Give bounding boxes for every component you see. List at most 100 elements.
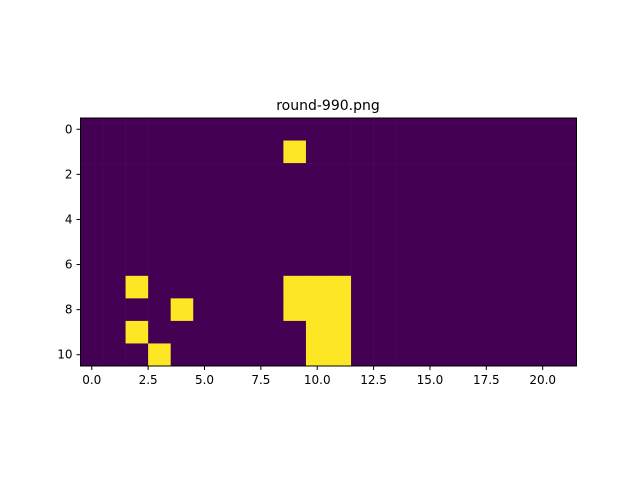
y-tick-label: 6 xyxy=(65,258,73,272)
heatmap-cell xyxy=(238,185,262,209)
heatmap-cell xyxy=(373,140,397,164)
heatmap-cell xyxy=(103,185,126,209)
heatmap-cell xyxy=(418,208,442,232)
heatmap-cell xyxy=(125,298,149,322)
heatmap-cell xyxy=(486,163,510,186)
heatmap-cell xyxy=(373,253,397,277)
heatmap-cell xyxy=(351,275,374,299)
heatmap-cell xyxy=(305,163,329,186)
heatmap-cell xyxy=(463,298,487,322)
heatmap-cell xyxy=(531,118,555,141)
heatmap-cell xyxy=(283,118,307,141)
heatmap-cell xyxy=(486,208,510,232)
heatmap-cell xyxy=(193,208,217,232)
heatmap-cell xyxy=(351,118,374,141)
heatmap-cell xyxy=(463,118,487,141)
heatmap-cell xyxy=(351,298,374,322)
y-axis: 0 2 4 6 8 10 xyxy=(57,122,81,362)
heatmap-cell xyxy=(283,185,307,209)
heatmap-cell xyxy=(170,185,194,209)
heatmap-cell xyxy=(486,343,510,367)
heatmap-cell xyxy=(531,298,555,322)
heatmap-cell xyxy=(508,320,532,344)
heatmap-cell xyxy=(396,140,419,164)
heatmap-cell xyxy=(328,185,352,209)
heatmap-cell xyxy=(125,163,149,186)
heatmap-cell xyxy=(486,298,510,322)
heatmap-cell xyxy=(305,320,329,344)
heatmap-cell xyxy=(531,163,555,186)
heatmap-cell xyxy=(260,253,284,277)
plot-frame xyxy=(80,117,577,367)
heatmap-cell xyxy=(441,163,465,186)
heatmap-cell xyxy=(125,140,149,164)
heatmap-cell xyxy=(305,185,329,209)
heatmap-cell xyxy=(260,208,284,232)
heatmap-cell xyxy=(103,118,126,141)
heatmap-cell xyxy=(508,230,532,254)
heatmap-cell xyxy=(170,320,194,344)
heatmap-cell xyxy=(148,298,171,322)
heatmap-cell xyxy=(531,230,555,254)
heatmap-cell xyxy=(441,275,465,299)
chart-title: round-990.png xyxy=(276,98,380,114)
heatmap-cell xyxy=(103,343,126,367)
heatmap-cell xyxy=(553,163,577,186)
heatmap-cell xyxy=(328,298,352,322)
heatmap-cell xyxy=(148,118,171,141)
y-tick-label: 0 xyxy=(65,122,73,136)
heatmap-cell xyxy=(260,320,284,344)
heatmap-cell xyxy=(215,118,239,141)
heatmap-cell xyxy=(486,140,510,164)
heatmap-cell xyxy=(283,163,307,186)
heatmap-cell xyxy=(508,253,532,277)
heatmap-cell xyxy=(351,230,374,254)
heatmap-cell xyxy=(148,320,171,344)
heatmap-cell xyxy=(170,118,194,141)
heatmap-cell xyxy=(463,185,487,209)
heatmap-cell xyxy=(305,253,329,277)
heatmap-cell xyxy=(80,230,104,254)
heatmap-cell xyxy=(305,208,329,232)
heatmap-cell xyxy=(441,298,465,322)
heatmap-cell xyxy=(238,230,262,254)
heatmap-cell xyxy=(396,230,419,254)
heatmap-cell xyxy=(553,230,577,254)
heatmap-cell xyxy=(531,320,555,344)
heatmap-cell xyxy=(148,343,171,367)
heatmap-cell xyxy=(148,185,171,209)
heatmap-cell xyxy=(305,343,329,367)
heatmap-cell xyxy=(80,140,104,164)
heatmap-cell xyxy=(373,230,397,254)
heatmap-cell xyxy=(351,140,374,164)
heatmap-cell xyxy=(283,230,307,254)
heatmap-cell xyxy=(80,118,104,141)
heatmap-cell xyxy=(170,140,194,164)
heatmap-cell xyxy=(170,208,194,232)
heatmap-cell xyxy=(418,163,442,186)
heatmap-cell xyxy=(486,118,510,141)
heatmap-cell xyxy=(193,185,217,209)
heatmap-cell xyxy=(508,343,532,367)
heatmap-cell xyxy=(80,253,104,277)
heatmap-cell xyxy=(80,320,104,344)
heatmap-cell xyxy=(260,230,284,254)
heatmap-cell xyxy=(80,208,104,232)
heatmap-cell xyxy=(553,343,577,367)
heatmap-cell xyxy=(125,230,149,254)
heatmap-cell xyxy=(80,343,104,367)
heatmap-cell xyxy=(328,163,352,186)
heatmap-cell xyxy=(486,275,510,299)
heatmap-cell xyxy=(553,320,577,344)
heatmap-cell xyxy=(328,253,352,277)
heatmap-cell xyxy=(148,230,171,254)
heatmap-cell xyxy=(260,185,284,209)
heatmap-cell xyxy=(373,320,397,344)
heatmap-cell xyxy=(215,320,239,344)
heatmap-cell xyxy=(418,118,442,141)
heatmap-cell xyxy=(103,208,126,232)
heatmap-cell xyxy=(260,298,284,322)
heatmap-cell xyxy=(553,118,577,141)
heatmap-cell xyxy=(238,343,262,367)
